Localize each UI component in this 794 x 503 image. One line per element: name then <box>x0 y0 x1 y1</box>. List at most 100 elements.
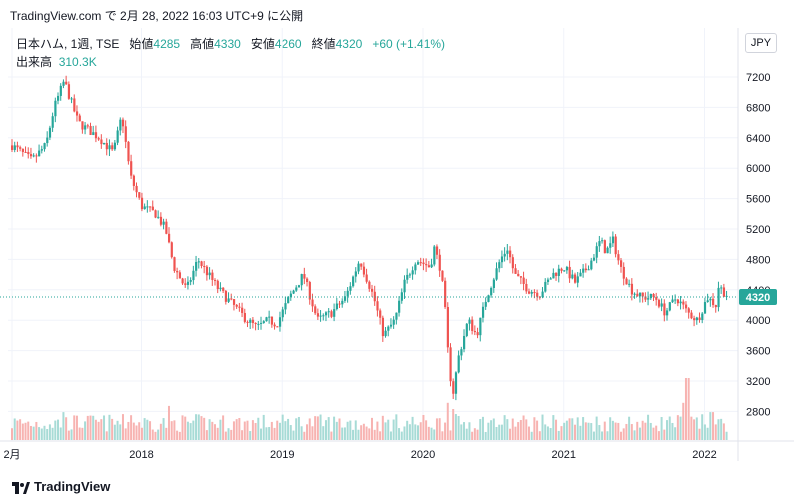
volume-bar <box>601 431 604 440</box>
candle-body <box>146 206 149 208</box>
candle-body <box>238 306 241 308</box>
candle-body <box>414 264 417 271</box>
volume-bar <box>170 421 173 440</box>
candle-body <box>463 335 466 350</box>
candle-body <box>563 270 566 272</box>
candle-body <box>641 292 644 297</box>
volume-bar <box>135 425 138 440</box>
volume-bar <box>449 430 452 440</box>
symbol-label[interactable]: 日本ハム, 1週, TSE <box>16 37 120 51</box>
candle-body <box>601 240 604 242</box>
candle-body <box>406 274 409 280</box>
candle-body <box>97 138 100 140</box>
volume-bar <box>195 414 198 440</box>
candle-body <box>214 279 217 281</box>
candle-body <box>357 263 360 272</box>
volume-bar <box>246 420 249 440</box>
volume-bar <box>435 418 438 440</box>
candle-body <box>411 270 414 275</box>
candle-body <box>62 81 65 86</box>
volume-bar <box>292 430 295 440</box>
candle-body <box>395 312 398 320</box>
high-value: 4330 <box>214 37 241 51</box>
volume-bar <box>138 422 141 440</box>
candle-body <box>284 303 287 310</box>
candle-body <box>346 290 349 297</box>
candle-body <box>113 142 117 150</box>
volume-bar <box>533 417 536 440</box>
volume-bar <box>81 427 84 440</box>
volume-bar <box>94 419 97 440</box>
candle-body <box>660 303 663 307</box>
brand-name: TradingView <box>34 479 111 494</box>
candle-body <box>693 318 696 321</box>
volume-bar <box>205 430 208 440</box>
candle-body <box>11 145 14 150</box>
volume-bar <box>151 429 154 440</box>
candle-body <box>441 270 444 281</box>
candle-body <box>108 145 111 150</box>
volume-bar <box>278 422 281 440</box>
price-tick-label: 3200 <box>746 376 770 388</box>
volume-bar <box>620 431 623 440</box>
candle-body <box>222 287 225 291</box>
volume-bar <box>452 409 455 440</box>
volume-bar <box>465 428 468 440</box>
candle-body <box>32 155 35 157</box>
candle-body <box>519 276 523 278</box>
volume-bar <box>668 416 671 440</box>
candle-body <box>676 299 680 304</box>
candle-body <box>454 372 458 394</box>
candle-body <box>690 312 693 319</box>
candle-body <box>297 285 301 288</box>
currency-button[interactable]: JPY <box>745 33 777 53</box>
volume-bar <box>703 424 706 440</box>
volume-bar <box>446 402 449 440</box>
candle-body <box>281 309 284 318</box>
candle-body <box>43 143 46 150</box>
candle-body <box>387 326 390 331</box>
volume-bar <box>273 427 276 440</box>
candle-body <box>295 287 298 291</box>
volume-bar <box>268 427 271 440</box>
volume-bar <box>663 429 666 440</box>
price-axis: 2800320036004000440048005200560060006400… <box>746 72 770 418</box>
candle-body <box>124 126 127 142</box>
time-tick-label: 2021 <box>551 449 575 461</box>
volume-bar <box>295 418 298 440</box>
volume-bar <box>121 414 124 440</box>
candle-body <box>674 299 677 301</box>
volume-bar <box>333 416 336 440</box>
candle-body <box>38 150 41 157</box>
volume-bar <box>500 424 503 440</box>
candle-body <box>132 175 136 186</box>
volume-bar <box>316 416 319 440</box>
candle-body <box>173 257 176 271</box>
volume-bar <box>666 420 669 440</box>
candle-body <box>138 192 141 198</box>
volume-bar <box>40 428 43 440</box>
volume-bar <box>186 421 189 440</box>
volume-bar <box>538 431 541 440</box>
candle-body <box>576 276 579 283</box>
candle-body <box>308 282 311 300</box>
volume-bar <box>238 418 241 440</box>
volume-bar <box>149 421 152 440</box>
candle-body <box>362 266 366 275</box>
candle-body <box>628 283 631 285</box>
brand-footer[interactable]: TradingView <box>12 479 110 494</box>
volume-bar <box>633 430 636 440</box>
candle-body <box>649 293 652 299</box>
volume-bar <box>51 427 54 440</box>
candle-body <box>343 296 347 301</box>
candle-body <box>465 323 468 336</box>
volume-bar <box>671 422 674 440</box>
volume-bar <box>495 427 498 440</box>
volume-legend: 出来高 310.3K <box>16 53 97 70</box>
candle-body <box>127 141 130 162</box>
candle-body <box>241 307 244 313</box>
volume-bar <box>487 422 490 440</box>
volume-bar <box>297 416 300 440</box>
candle-body <box>511 257 514 269</box>
